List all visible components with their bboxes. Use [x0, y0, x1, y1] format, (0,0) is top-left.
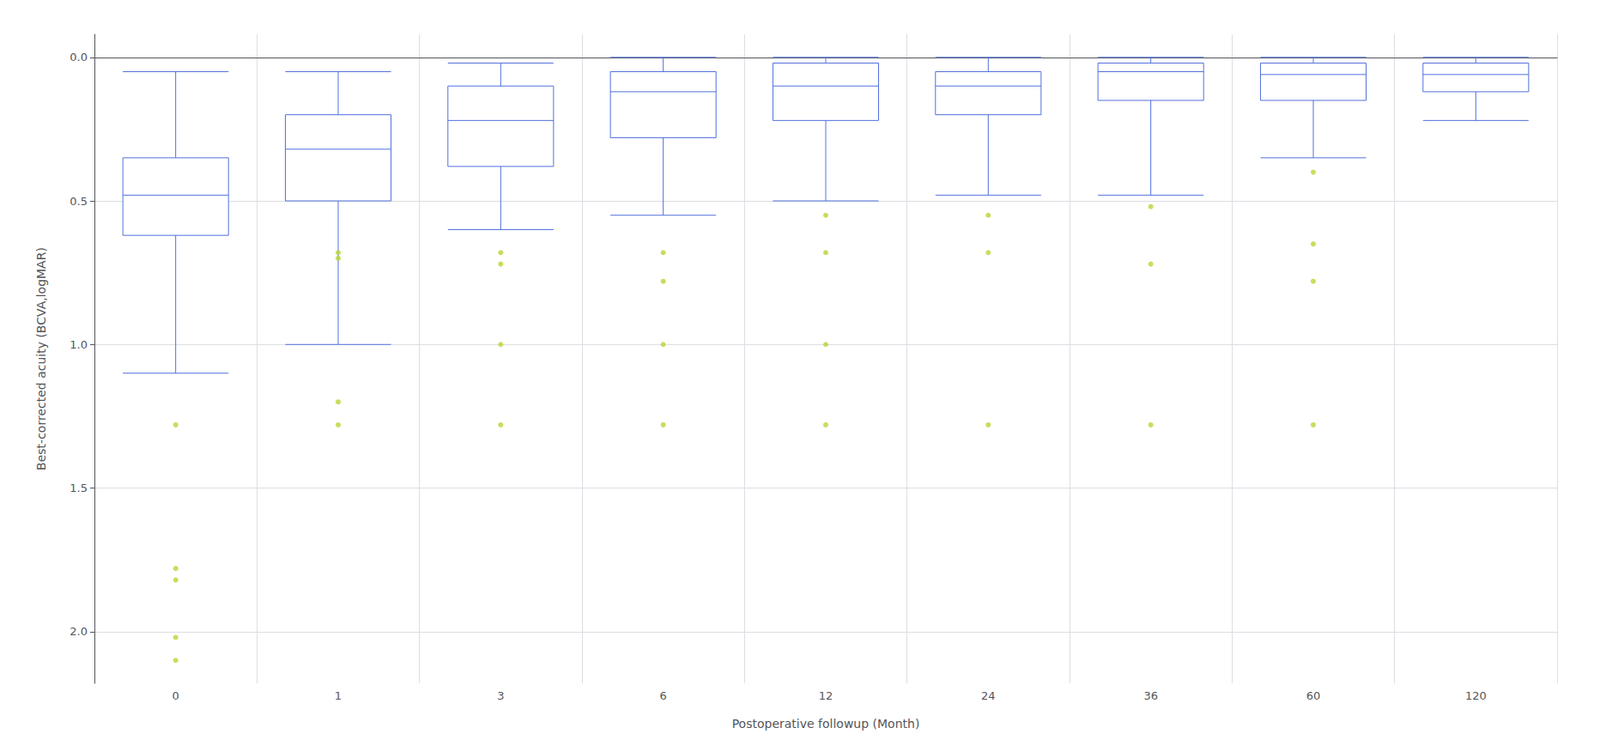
svg-text:60: 60 — [1306, 689, 1322, 703]
svg-text:1: 1 — [334, 689, 342, 703]
svg-text:0: 0 — [172, 689, 180, 703]
svg-text:120: 120 — [1465, 689, 1487, 703]
svg-text:1.5: 1.5 — [69, 481, 88, 495]
svg-text:24: 24 — [981, 689, 996, 703]
svg-text:Postoperative followup (Month): Postoperative followup (Month) — [732, 716, 921, 731]
svg-text:6: 6 — [660, 689, 667, 703]
svg-text:3: 3 — [496, 689, 504, 703]
svg-text:Best-corrected acuity (BCVA,lo: Best-corrected acuity (BCVA,logMAR) — [34, 247, 49, 471]
svg-text:12: 12 — [818, 689, 834, 703]
svg-text:1.0: 1.0 — [69, 338, 88, 352]
svg-text:2.0: 2.0 — [69, 624, 88, 638]
svg-text:0.0: 0.0 — [69, 50, 88, 64]
svg-text:36: 36 — [1143, 689, 1158, 703]
svg-text:0.5: 0.5 — [69, 194, 88, 208]
